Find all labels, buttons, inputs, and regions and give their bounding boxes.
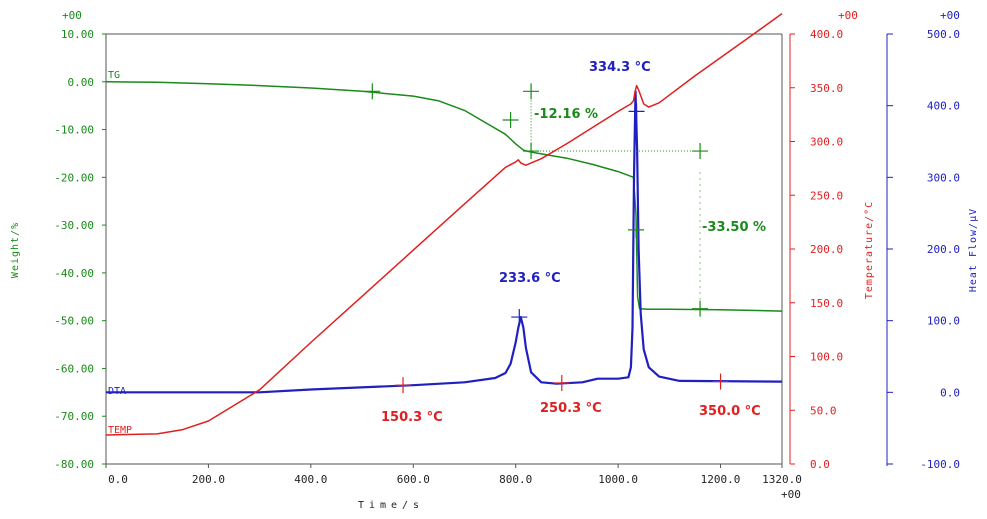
temperature-tick-label: 300.0 — [810, 136, 843, 149]
series-tg-label: TG — [108, 70, 120, 81]
annotation-label: 334.3 °C — [589, 60, 651, 75]
heatflow-tick-label: 500.0 — [927, 28, 960, 41]
analysis-marker — [395, 377, 412, 394]
temperature-axis-title: Temperature/°C — [864, 201, 875, 299]
series-dta-label: DTA — [108, 386, 126, 397]
marker-layer — [364, 83, 729, 394]
weight-tick-label: -80.00 — [54, 458, 94, 471]
temperature-tick-label: 250.0 — [810, 189, 843, 202]
temperature-exponent: +00 — [838, 9, 858, 22]
weight-tick-label: -40.00 — [54, 267, 94, 280]
annotation-label: -33.50 % — [702, 220, 766, 235]
weight-exponent: +00 — [62, 9, 82, 22]
analysis-marker — [692, 300, 709, 317]
weight-tick-label: 0.00 — [68, 76, 95, 89]
series-layer: TG DTA TEMP — [105, 12, 783, 436]
tick-layer: 0.0 200.0 400.0 600.0 800.0 1000.0 1320.0 1200.… — [54, 28, 960, 486]
heatflow-tick-label: 300.0 — [927, 171, 960, 184]
heatflow-axis-title: Heat Flow/µV — [968, 208, 979, 292]
x-axis-title: Time/s — [358, 500, 424, 511]
analysis-marker — [364, 83, 381, 100]
x-tick-label: 400.0 — [294, 473, 327, 486]
x-exponent: +00 — [781, 488, 801, 501]
temperature-tick-label: 200.0 — [810, 243, 843, 256]
temperature-tick-label: 50.0 — [810, 404, 837, 417]
analysis-marker — [502, 112, 519, 128]
heatflow-exponent: +00 — [940, 9, 960, 22]
analysis-marker — [553, 375, 570, 392]
weight-tick-label: -50.00 — [54, 315, 94, 328]
weight-tick-label: -20.00 — [54, 171, 94, 184]
weight-axis-title: Weight/% — [10, 222, 21, 278]
weight-tick-label: -30.00 — [54, 219, 94, 232]
annotation-label: 350.0 °C — [699, 404, 761, 419]
annotation-label: 233.6 °C — [499, 271, 561, 286]
annotation-label: -12.16 % — [534, 107, 598, 122]
temperature-tick-label: 400.0 — [810, 28, 843, 41]
annotation-label: 150.3 °C — [381, 410, 443, 425]
analysis-marker — [712, 373, 729, 390]
heatflow-tick-label: -100.0 — [920, 458, 960, 471]
analysis-marker — [511, 309, 528, 326]
series-tg-line — [105, 81, 783, 312]
x-tick-label: 1200.0 — [701, 473, 741, 486]
weight-tick-label: -60.00 — [54, 362, 94, 375]
heatflow-tick-label: 200.0 — [927, 243, 960, 256]
x-tick-label: 1320.0 — [762, 473, 802, 486]
series-temp-line — [105, 12, 783, 436]
x-tick-label: 1000.0 — [598, 473, 638, 486]
x-tick-label: 800.0 — [499, 473, 532, 486]
temperature-tick-label: 350.0 — [810, 82, 843, 95]
x-tick-label: 0.0 — [108, 473, 128, 486]
temperature-tick-label: 100.0 — [810, 351, 843, 364]
weight-tick-label: -10.00 — [54, 124, 94, 137]
series-dta-line — [106, 90, 783, 394]
heatflow-tick-label: 0.0 — [940, 386, 960, 399]
heatflow-tick-label: 100.0 — [927, 315, 960, 328]
x-tick-label: 600.0 — [397, 473, 430, 486]
analysis-marker — [628, 103, 645, 120]
temperature-tick-label: 0.0 — [810, 458, 830, 471]
temperature-tick-label: 150.0 — [810, 297, 843, 310]
plot-frame — [105, 33, 783, 465]
weight-tick-label: 10.00 — [61, 28, 94, 41]
analysis-marker — [628, 221, 645, 238]
annotation-layer: 334.3 °C 233.6 °C -12.16 % -33.50 % 150.3 °C… — [381, 60, 766, 425]
weight-tick-label: -70.00 — [54, 410, 94, 423]
heatflow-tick-label: 400.0 — [927, 100, 960, 113]
x-tick-label: 200.0 — [192, 473, 225, 486]
annotation-label: 250.3 °C — [540, 401, 602, 416]
series-temp-label: TEMP — [108, 425, 132, 436]
